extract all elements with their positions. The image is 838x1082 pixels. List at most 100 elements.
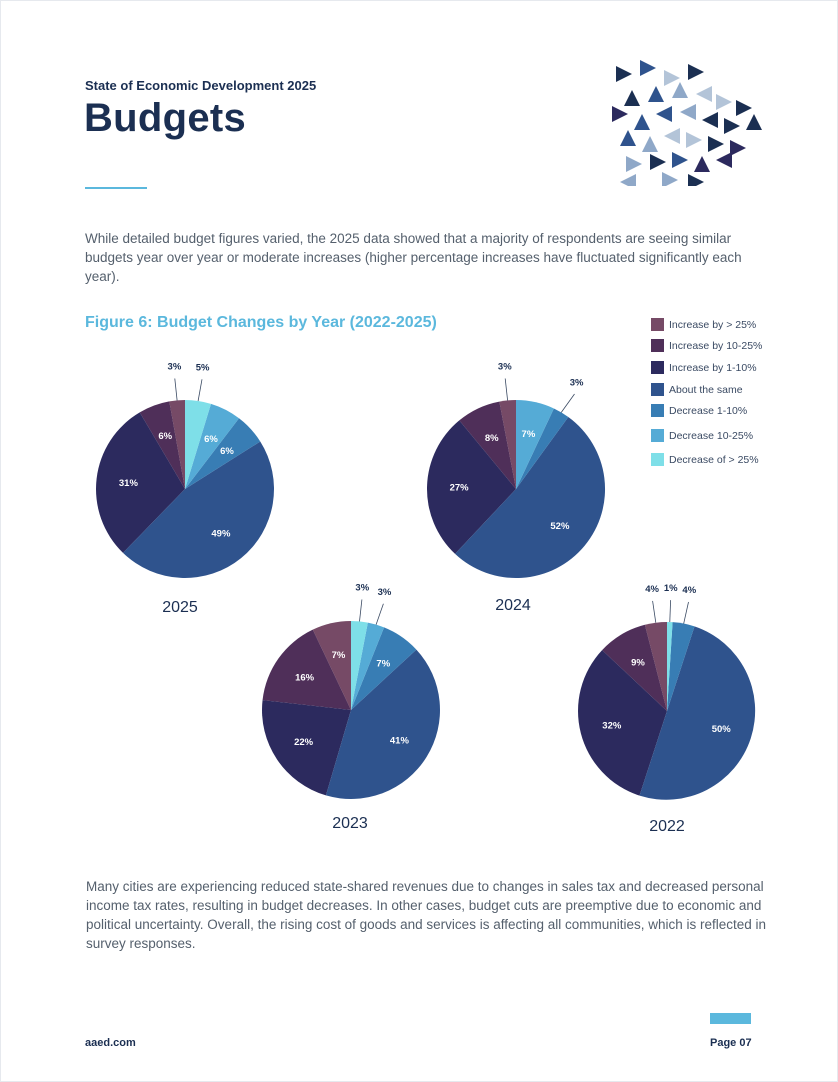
decorative-triangle	[672, 152, 688, 168]
intro-paragraph: While detailed budget figures varied, th…	[85, 231, 742, 284]
pie-slice	[262, 700, 351, 796]
slice-label: 6%	[220, 446, 234, 457]
pie-slice	[639, 626, 756, 800]
title-underline	[85, 187, 147, 189]
leader-line	[652, 600, 657, 623]
slice-label: 7%	[332, 650, 346, 661]
pie-slice	[262, 629, 351, 710]
slice-label: 8%	[485, 433, 499, 444]
decorative-triangle	[686, 132, 702, 148]
legend-label: About the same	[669, 383, 743, 396]
decorative-triangle	[650, 154, 666, 170]
slice-label: 7%	[376, 659, 390, 670]
decorative-triangle	[620, 174, 636, 186]
chart-year-label: 2023	[332, 815, 368, 832]
slice-label: 7%	[522, 429, 536, 440]
slice-label: 52%	[550, 521, 570, 532]
slice-label: 3%	[570, 378, 584, 389]
legend-swatch	[651, 404, 664, 417]
slice-label: 3%	[498, 362, 512, 373]
triangle-pattern-graphic	[612, 60, 762, 186]
decorative-triangle	[730, 140, 746, 156]
decorative-triangle	[616, 66, 632, 82]
legend-label: Increase by 10-25%	[669, 339, 763, 352]
pie-slice	[455, 417, 606, 579]
pie-slice	[351, 627, 417, 710]
pie-slice	[667, 622, 695, 711]
decorative-triangle	[656, 106, 672, 122]
footer-page-number: Page 07	[710, 1037, 752, 1049]
figure-title: Figure 6: Budget Changes by Year (2022-2…	[85, 314, 437, 331]
decorative-triangle	[716, 152, 732, 168]
pie-slice	[139, 401, 185, 489]
decorative-triangle	[620, 130, 636, 146]
pie-slice	[351, 621, 368, 710]
decorative-triangle	[648, 86, 664, 102]
legend-swatch	[651, 361, 664, 374]
footer-site: aaed.com	[85, 1037, 136, 1049]
leader-line	[375, 603, 384, 625]
pie-slice	[169, 400, 185, 489]
decorative-triangle	[634, 114, 650, 130]
leader-line	[197, 379, 203, 402]
pie-chart-2025: 3%6%31%49%6%6%5%	[96, 362, 275, 579]
slice-label: 4%	[645, 584, 659, 595]
legend-item: Decrease 1-10%	[651, 404, 747, 417]
leader-line	[560, 393, 575, 413]
leader-line	[359, 599, 363, 622]
slice-label: 22%	[294, 737, 314, 748]
decorative-triangle	[746, 114, 762, 130]
pie-slice	[499, 400, 516, 489]
slice-label: 41%	[390, 736, 410, 747]
legend-label: Decrease 1-10%	[669, 404, 748, 417]
decorative-triangle	[664, 128, 680, 144]
legend-label: Decrease of > 25%	[669, 453, 759, 466]
decorative-triangle	[680, 104, 696, 120]
pie-slice	[123, 441, 275, 579]
chart-year-label: 2022	[649, 818, 685, 835]
legend-item: Increase by 10-25%	[651, 339, 762, 352]
decorative-triangle	[694, 156, 710, 172]
closing-paragraph: Many cities are experiencing reduced sta…	[86, 879, 767, 951]
slice-label: 50%	[712, 724, 732, 735]
decorative-triangle	[672, 82, 688, 98]
slice-label: 6%	[158, 431, 172, 442]
pie-slice	[459, 401, 516, 489]
pie-slice	[644, 622, 667, 711]
slice-label: 1%	[664, 583, 678, 594]
legend-label: Decrease 10-25%	[669, 429, 754, 442]
pie-chart-2022: 4% 9% 32% 50% 4% 1%	[578, 583, 756, 800]
decorative-triangle	[702, 112, 718, 128]
decorative-triangle	[612, 106, 628, 122]
page-title: Budgets	[84, 96, 247, 140]
decorative-triangle	[642, 136, 658, 152]
slice-label: 49%	[211, 529, 231, 540]
decorative-triangle	[708, 136, 724, 152]
pie-chart-2023: 7% 16% 22% 41% 7% 3% 3%	[262, 583, 440, 799]
legend-swatch	[651, 318, 664, 331]
pie-slice	[185, 403, 240, 489]
chart-year-label: 2024	[495, 597, 531, 614]
leader-line	[174, 378, 178, 401]
decorative-triangle	[664, 70, 680, 86]
decorative-triangle	[640, 60, 656, 76]
chart-year-label: 2025	[162, 599, 198, 616]
pie-slice	[312, 621, 351, 710]
slice-label: 6%	[204, 434, 218, 445]
legend-label: Increase by > 25%	[669, 318, 757, 331]
pie-slice	[516, 408, 569, 489]
legend-swatch	[651, 453, 664, 466]
pie-slice	[325, 649, 440, 799]
legend-swatch	[651, 339, 664, 352]
pie-charts: 3%6%31%49%6%6%5%20253%8%27%52%3%7%20247%…	[96, 362, 756, 835]
footer-accent-bar	[710, 1013, 751, 1024]
pie-slice	[96, 412, 185, 553]
decorative-triangle	[662, 172, 678, 186]
decorative-triangle	[688, 64, 704, 80]
slice-label: 3%	[355, 583, 369, 594]
slice-label: 16%	[295, 673, 315, 684]
decorative-triangle	[688, 174, 704, 186]
legend-label: Increase by 1-10%	[669, 361, 757, 374]
pie-slice	[426, 420, 516, 554]
pie-slice	[667, 622, 673, 711]
